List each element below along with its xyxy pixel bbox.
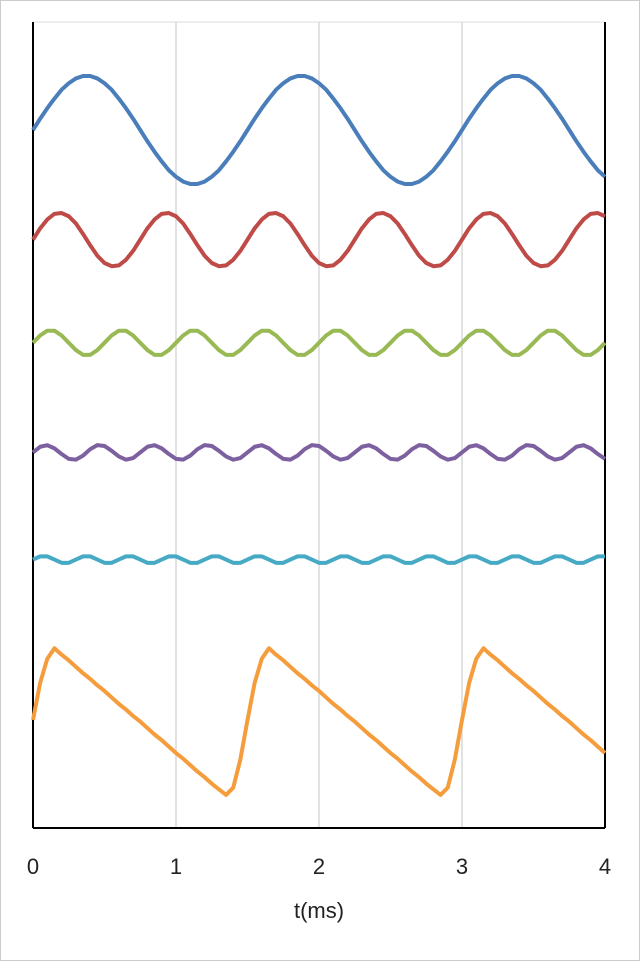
x-tick-label: 0 [27, 854, 39, 879]
series-line [31, 74, 607, 187]
x-axis-label: t(ms) [294, 898, 344, 923]
series-line [32, 554, 605, 565]
series-line [31, 211, 606, 269]
series-line [31, 443, 607, 462]
x-tick-label: 2 [313, 854, 325, 879]
series-line [31, 328, 607, 357]
series-line [31, 646, 607, 797]
x-tick-label: 1 [170, 854, 182, 879]
x-tick-label: 3 [456, 854, 468, 879]
x-tick-label: 4 [599, 854, 611, 879]
